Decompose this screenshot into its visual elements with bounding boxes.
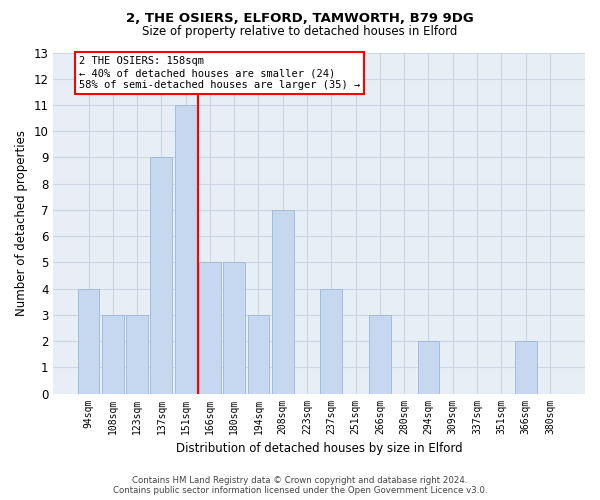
- Bar: [248, 315, 269, 394]
- Bar: [418, 341, 439, 394]
- Bar: [151, 158, 172, 394]
- Bar: [272, 210, 294, 394]
- Bar: [320, 288, 342, 394]
- Bar: [175, 105, 197, 394]
- Text: Size of property relative to detached houses in Elford: Size of property relative to detached ho…: [142, 25, 458, 38]
- Bar: [77, 288, 100, 394]
- Bar: [199, 262, 221, 394]
- Text: Contains HM Land Registry data © Crown copyright and database right 2024.
Contai: Contains HM Land Registry data © Crown c…: [113, 476, 487, 495]
- Text: 2 THE OSIERS: 158sqm
← 40% of detached houses are smaller (24)
58% of semi-detac: 2 THE OSIERS: 158sqm ← 40% of detached h…: [79, 56, 360, 90]
- Bar: [515, 341, 536, 394]
- Bar: [223, 262, 245, 394]
- Text: 2, THE OSIERS, ELFORD, TAMWORTH, B79 9DG: 2, THE OSIERS, ELFORD, TAMWORTH, B79 9DG: [126, 12, 474, 26]
- X-axis label: Distribution of detached houses by size in Elford: Distribution of detached houses by size …: [176, 442, 463, 455]
- Bar: [369, 315, 391, 394]
- Bar: [102, 315, 124, 394]
- Y-axis label: Number of detached properties: Number of detached properties: [15, 130, 28, 316]
- Bar: [126, 315, 148, 394]
